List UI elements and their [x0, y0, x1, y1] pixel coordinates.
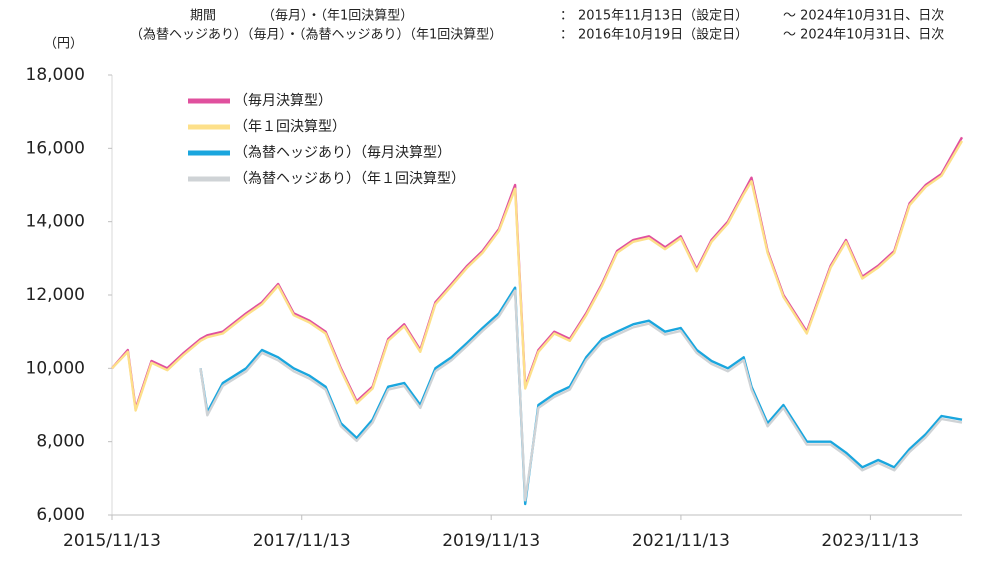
- x-tick-label: 2019/11/13: [442, 531, 540, 551]
- series-line: [199, 289, 963, 502]
- y-tick-label: 18,000: [26, 65, 85, 85]
- header-text: 2015年11月13日（設定日）: [578, 8, 748, 24]
- x-tick-label: 2021/11/13: [632, 531, 730, 551]
- y-tick-label: 16,000: [26, 138, 85, 158]
- legend-label: （年１回決算型）: [234, 119, 346, 135]
- series-line: [111, 140, 964, 412]
- y-tick-label: 12,000: [26, 285, 85, 305]
- y-tick-label: 10,000: [26, 358, 85, 378]
- x-tick-label: 2017/11/13: [253, 531, 351, 551]
- header-text: （為替ヘッジあり）（毎月）・（為替ヘッジあり）（年1回決算型）: [130, 27, 502, 43]
- header-text: ：: [560, 28, 573, 43]
- header-text: 期間: [190, 9, 216, 24]
- header-text: ～ 2024年10月31日、日次: [783, 27, 944, 43]
- legend-label: （毎月決算型）: [234, 93, 332, 109]
- y-tick-label: 8,000: [36, 432, 85, 452]
- header-text: ～ 2024年10月31日、日次: [783, 8, 944, 24]
- x-tick-label: 2023/11/13: [821, 531, 919, 551]
- y-unit: （円）: [44, 37, 83, 52]
- header-text: （毎月）・（年1回決算型）: [262, 8, 413, 24]
- legend-label: （為替ヘッジあり）（毎月決算型）: [234, 145, 451, 161]
- y-tick-label: 6,000: [36, 505, 85, 525]
- legend-label: （為替ヘッジあり）（年１回決算型）: [234, 171, 465, 187]
- series-line: [199, 286, 963, 506]
- header-text: ：: [560, 9, 573, 24]
- x-tick-label: 2015/11/13: [63, 531, 161, 551]
- header-text: 2016年10月19日（設定日）: [578, 27, 748, 43]
- y-tick-label: 14,000: [26, 212, 85, 232]
